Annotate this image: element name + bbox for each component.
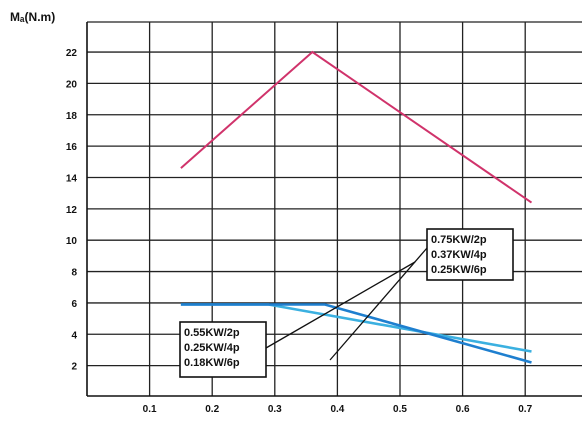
y-tick-label: 2 bbox=[71, 362, 77, 373]
series-line-3 bbox=[180, 303, 532, 364]
annotation-label: 0.37KW/4p bbox=[431, 249, 487, 261]
annotation-leader-line bbox=[329, 247, 428, 361]
y-tick-label: 10 bbox=[66, 236, 78, 247]
annotation-label: 0.75KW/2p bbox=[431, 234, 487, 246]
axes: 0.1 0.2 0.3 0.4 0.5 0.6 0.7 2 4 6 8 10 12 14 16 18 20 22 bbox=[66, 22, 582, 415]
y-tick-label: 6 bbox=[71, 299, 77, 310]
annotation-label: 0.25KW/6p bbox=[431, 264, 487, 276]
annotation-label: 0.18KW/6p bbox=[184, 357, 240, 369]
y-tick-label: 4 bbox=[71, 330, 77, 341]
x-tick-label: 0.7 bbox=[518, 404, 532, 415]
y-axis-label: Mₐ(N.m) bbox=[10, 10, 55, 24]
y-tick-label: 22 bbox=[66, 48, 78, 59]
annotation-label: 0.25KW/4p bbox=[184, 342, 240, 354]
x-tick-label: 0.3 bbox=[268, 404, 282, 415]
series-line-1 bbox=[180, 50, 533, 204]
y-tick-label: 8 bbox=[71, 268, 77, 279]
x-tick-label: 0.1 bbox=[143, 404, 157, 415]
series-layer bbox=[180, 50, 533, 364]
y-tick-label: 14 bbox=[66, 173, 78, 184]
y-tick-label: 16 bbox=[66, 142, 78, 153]
annotation-label: 0.55KW/2p bbox=[184, 327, 240, 339]
y-tick-label: 20 bbox=[66, 79, 78, 90]
x-tick-label: 0.5 bbox=[393, 404, 407, 415]
annotation-layer: 0.75KW/2p 0.37KW/4p 0.25KW/6p 0.55KW/2p 0.25… bbox=[179, 228, 514, 378]
y-tick-label: 18 bbox=[66, 111, 78, 122]
x-tick-label: 0.6 bbox=[456, 404, 470, 415]
x-tick-label: 0.4 bbox=[330, 404, 344, 415]
annotation-box bbox=[179, 321, 267, 378]
y-tick-label: 12 bbox=[66, 205, 78, 216]
annotation-box bbox=[426, 228, 514, 281]
x-tick-label: 0.2 bbox=[205, 404, 219, 415]
annotation-leader-line bbox=[265, 261, 416, 349]
